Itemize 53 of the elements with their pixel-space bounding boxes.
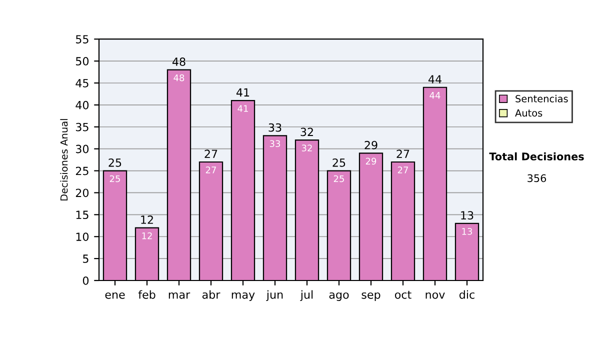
data-label: 33 — [270, 140, 280, 148]
data-label: 25 — [110, 175, 120, 182]
total-label: 25 — [332, 158, 346, 167]
x-tick-label: abr — [202, 290, 220, 299]
x-tick-label: feb — [138, 290, 156, 299]
data-label: 41 — [238, 105, 248, 112]
total-label: 29 — [364, 140, 378, 150]
y-tick-label: 15 — [76, 210, 88, 220]
x-tick-label: mar — [168, 292, 190, 299]
y-tick-label: 55 — [76, 35, 88, 44]
total-label: 12 — [141, 216, 153, 224]
total-label: 33 — [268, 123, 282, 132]
total-label: 32 — [300, 128, 313, 136]
data-label: 13 — [462, 228, 472, 235]
y-tick-label: 30 — [76, 144, 89, 154]
total-label: 44 — [428, 75, 442, 84]
y-tick-label: 25 — [76, 166, 88, 176]
y-tick-label: 5 — [83, 254, 88, 263]
y-tick-label: 45 — [76, 79, 88, 88]
x-tick-label: ene — [105, 292, 125, 299]
y-tick-label: 35 — [76, 122, 88, 132]
x-tick-label: ago — [329, 292, 349, 301]
data-label: 44 — [430, 92, 440, 99]
legend-label: Autos — [515, 109, 542, 117]
x-tick-label: jul — [300, 290, 313, 301]
x-tick-label: sep — [362, 292, 380, 301]
x-tick-label: nov — [426, 292, 445, 299]
total-label: 25 — [108, 158, 122, 167]
data-label: 48 — [174, 74, 184, 82]
y-tick-label: 0 — [82, 276, 89, 285]
x-tick-label: dic — [459, 290, 474, 299]
data-label: 32 — [302, 144, 312, 152]
y-tick-label: 50 — [76, 57, 89, 66]
total-label: 13 — [461, 211, 474, 220]
total-label: 48 — [172, 58, 186, 66]
y-axis-title: Decisiones Anual — [60, 119, 68, 200]
total-label: 27 — [204, 150, 218, 158]
total-label: 41 — [236, 88, 250, 96]
y-tick-label: 40 — [76, 100, 89, 110]
legend-label: Sentencias — [516, 94, 568, 102]
data-label: 25 — [334, 175, 344, 182]
data-label: 27 — [398, 166, 408, 174]
data-label: 12 — [142, 232, 152, 240]
data-label: 29 — [366, 158, 376, 165]
x-tick-label: oct — [394, 290, 412, 299]
x-tick-label: jun — [266, 290, 283, 301]
total-label: 27 — [396, 150, 410, 158]
y-tick-label: 10 — [76, 232, 89, 241]
data-label: 27 — [206, 166, 216, 174]
y-tick-label: 20 — [76, 188, 89, 198]
x-tick-label: may — [232, 292, 255, 301]
text: 356 — [528, 174, 546, 182]
text: Total Decisiones — [489, 152, 584, 160]
